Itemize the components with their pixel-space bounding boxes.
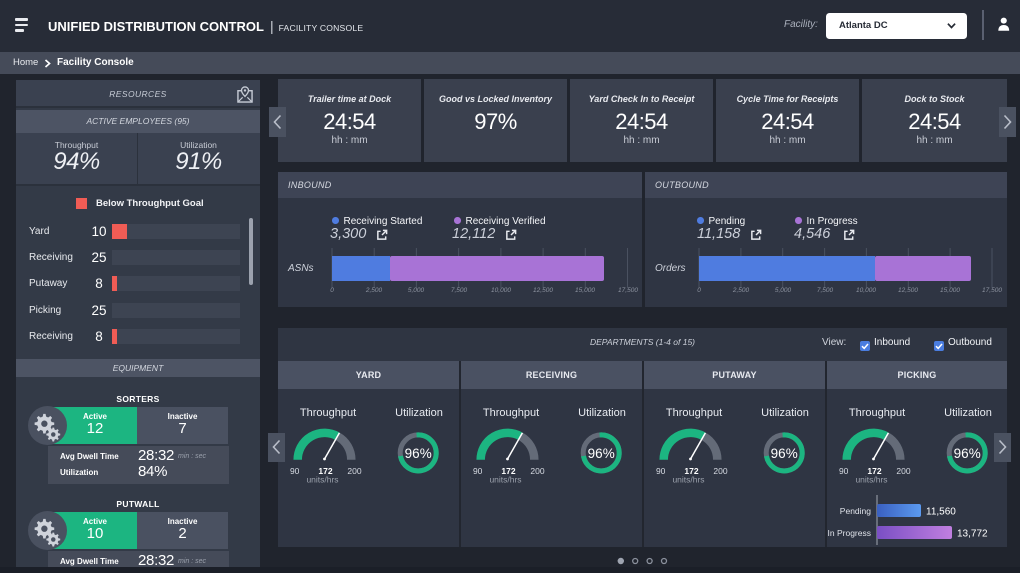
svg-text:10,000: 10,000 (856, 287, 876, 294)
svg-text:10,000: 10,000 (491, 287, 511, 294)
svg-text:In Progress: In Progress (828, 528, 871, 538)
svg-text:Pending: Pending (840, 506, 871, 516)
svg-text:12,500: 12,500 (533, 287, 553, 294)
svg-text:17,500: 17,500 (982, 287, 1002, 294)
svg-text:2,500: 2,500 (732, 287, 750, 294)
svg-text:7,500: 7,500 (817, 287, 834, 294)
svg-text:5,000: 5,000 (775, 287, 792, 294)
svg-text:5,000: 5,000 (408, 287, 425, 294)
svg-text:11,560: 11,560 (926, 507, 956, 518)
svg-text:0: 0 (697, 287, 701, 294)
svg-text:15,000: 15,000 (575, 287, 595, 294)
svg-text:15,000: 15,000 (940, 287, 960, 294)
svg-text:17,500: 17,500 (618, 287, 638, 294)
svg-text:0: 0 (330, 287, 334, 294)
svg-text:12,500: 12,500 (898, 287, 918, 294)
svg-text:7,500: 7,500 (451, 287, 468, 294)
svg-text:13,772: 13,772 (957, 529, 988, 540)
svg-text:2,500: 2,500 (365, 287, 383, 294)
